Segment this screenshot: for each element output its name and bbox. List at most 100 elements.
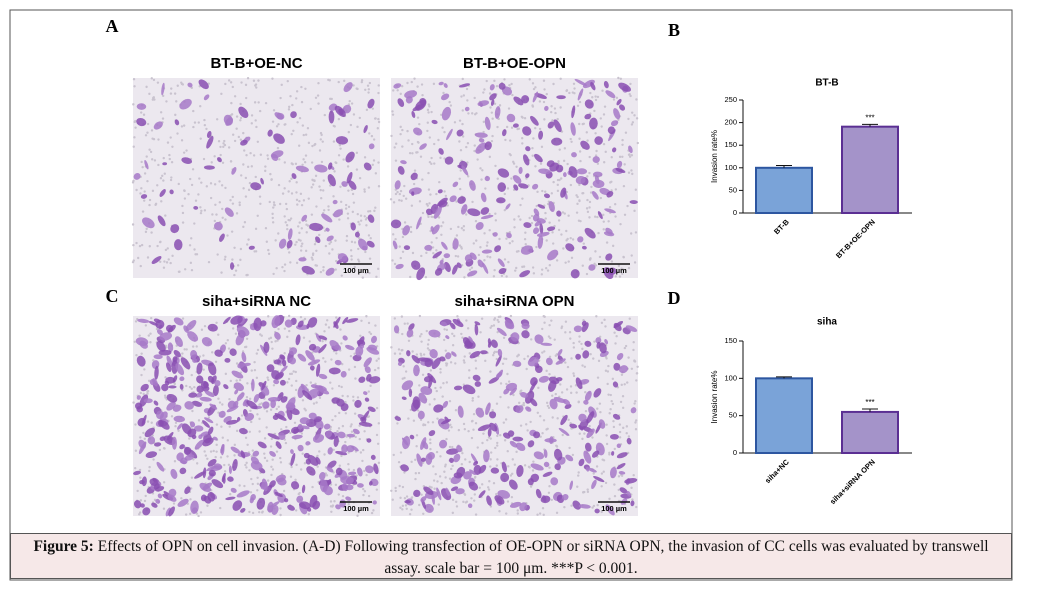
pore xyxy=(274,340,277,343)
pore xyxy=(338,464,342,467)
pore xyxy=(229,493,232,496)
panel-letter: D xyxy=(668,288,681,308)
pore xyxy=(525,367,528,371)
pore xyxy=(311,253,315,257)
pore xyxy=(418,200,422,203)
cell xyxy=(260,481,268,490)
pore xyxy=(230,101,233,105)
cell xyxy=(318,344,327,354)
pore xyxy=(365,473,368,477)
cell xyxy=(248,245,255,250)
pore xyxy=(233,95,237,98)
pore xyxy=(403,376,406,380)
cell xyxy=(250,461,263,471)
cell xyxy=(348,180,357,190)
pore xyxy=(518,401,521,405)
pore xyxy=(411,152,414,155)
pore xyxy=(295,97,298,100)
cell xyxy=(477,424,491,432)
cell xyxy=(275,474,286,483)
pore xyxy=(147,334,150,337)
bar xyxy=(755,377,813,455)
pore xyxy=(420,83,424,86)
pore xyxy=(135,241,138,245)
cell xyxy=(605,90,616,99)
pore xyxy=(251,511,255,515)
pore xyxy=(376,127,380,130)
pore xyxy=(297,238,301,242)
pore xyxy=(145,227,148,231)
pore xyxy=(576,202,579,206)
cell xyxy=(165,376,176,384)
cell xyxy=(326,235,334,242)
pore xyxy=(346,217,350,220)
pore xyxy=(324,360,327,363)
cell xyxy=(504,319,515,330)
pore xyxy=(367,210,370,213)
pore xyxy=(486,486,490,489)
pore xyxy=(504,138,507,142)
pore xyxy=(459,149,463,152)
cell xyxy=(219,233,225,242)
cell xyxy=(475,407,485,418)
pore xyxy=(449,227,453,231)
pore xyxy=(511,240,514,243)
pore xyxy=(459,169,462,172)
pore xyxy=(394,142,398,145)
pore xyxy=(290,162,293,165)
pore xyxy=(363,469,366,473)
pore xyxy=(438,180,441,184)
pore xyxy=(441,126,444,129)
pore xyxy=(337,493,340,496)
pore xyxy=(220,92,223,96)
cell xyxy=(271,505,279,516)
cell xyxy=(269,450,276,457)
pore xyxy=(271,458,274,461)
pore xyxy=(443,465,447,468)
pore xyxy=(131,181,135,184)
cell xyxy=(271,153,279,161)
pore xyxy=(401,485,405,489)
pore xyxy=(337,117,341,121)
pore xyxy=(289,95,292,98)
pore xyxy=(503,258,507,261)
cell xyxy=(340,403,349,412)
cell xyxy=(505,203,511,210)
pore xyxy=(472,242,475,245)
cell xyxy=(260,344,268,356)
cell xyxy=(318,472,326,481)
pore xyxy=(278,158,281,161)
pore xyxy=(581,122,584,126)
pore xyxy=(315,401,318,404)
cell xyxy=(157,493,163,499)
pore xyxy=(544,267,548,270)
cell xyxy=(394,416,402,421)
pore xyxy=(358,424,361,427)
pore xyxy=(142,431,145,435)
cell xyxy=(607,126,616,135)
cell xyxy=(437,189,443,194)
cell xyxy=(434,267,443,276)
pore xyxy=(272,272,275,276)
pore xyxy=(578,137,581,140)
pore xyxy=(625,425,629,428)
cell xyxy=(609,466,617,479)
cell xyxy=(147,436,156,445)
pore xyxy=(149,332,152,335)
pore xyxy=(394,489,398,493)
cell xyxy=(432,251,442,259)
pore xyxy=(253,368,257,372)
pore xyxy=(503,192,507,196)
cell xyxy=(151,256,162,264)
pore xyxy=(612,419,615,423)
cell xyxy=(203,94,210,101)
pore xyxy=(416,116,420,119)
cell xyxy=(358,238,368,251)
cell xyxy=(502,129,507,137)
pore xyxy=(393,146,396,149)
pore xyxy=(197,121,200,124)
pore xyxy=(485,79,488,83)
pore xyxy=(428,136,432,139)
x-tick-label: BT-B xyxy=(772,217,791,236)
cell xyxy=(274,413,287,421)
